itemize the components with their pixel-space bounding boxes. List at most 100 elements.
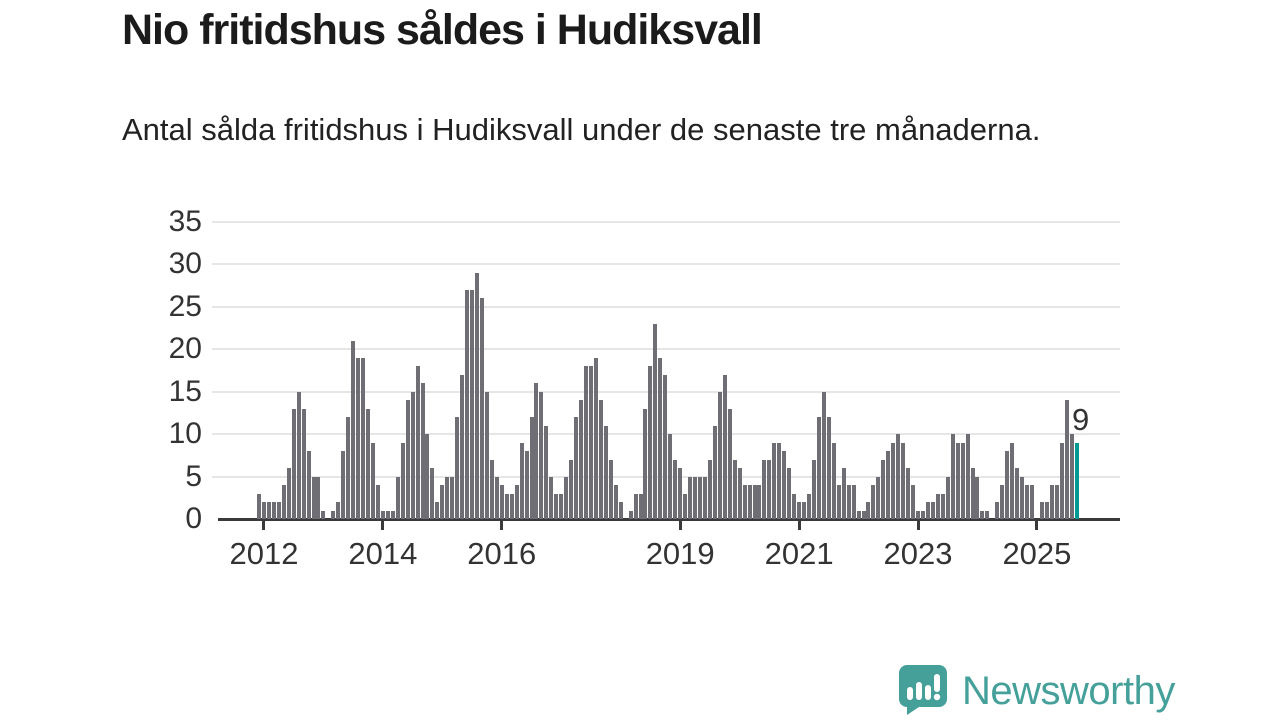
y-tick-label: 20: [168, 332, 202, 366]
bar: [370, 442, 375, 519]
x-tick-label: 2023: [883, 536, 953, 571]
bar: [539, 391, 544, 519]
bar: [856, 510, 861, 519]
bar: [772, 442, 777, 519]
bar: [410, 391, 415, 519]
bar: [777, 442, 782, 519]
x-tick-mark: [916, 521, 920, 530]
bar: [920, 510, 925, 519]
bar: [930, 502, 935, 519]
bar: [405, 400, 410, 519]
bar: [311, 476, 316, 519]
bar: [499, 485, 504, 519]
bar: [420, 383, 425, 519]
gridline: [212, 305, 1120, 308]
bar: [618, 502, 623, 519]
bar: [598, 400, 603, 519]
bar: [787, 468, 792, 519]
bar: [970, 468, 975, 519]
bar: [1069, 434, 1074, 519]
newsworthy-logo: Newsworthy: [896, 663, 1175, 720]
bar: [757, 485, 762, 519]
bar: [390, 510, 395, 519]
bar: [1059, 442, 1064, 519]
bar: [707, 459, 712, 519]
bar: [653, 323, 658, 519]
bar: [886, 451, 891, 519]
bar: [807, 493, 811, 519]
bar: [554, 493, 559, 519]
bar: [717, 391, 722, 519]
bar: [579, 400, 584, 519]
value-annotation: 9: [1071, 402, 1090, 437]
bar: [816, 417, 821, 519]
y-tick-label: 0: [185, 502, 202, 535]
bar: [529, 417, 534, 519]
y-tick-label: 15: [168, 374, 202, 408]
bar: [916, 510, 920, 519]
x-tick-label: 2014: [348, 536, 418, 571]
bar: [301, 408, 306, 519]
bar: [489, 459, 494, 519]
bar: [935, 493, 940, 519]
bar: [559, 493, 564, 519]
bar: [876, 476, 881, 519]
bar: [455, 417, 460, 519]
bar: [306, 451, 311, 519]
bar: [336, 502, 341, 519]
bar: [866, 502, 871, 519]
bar: [950, 434, 955, 519]
bar: [1010, 442, 1015, 519]
bar: [380, 510, 385, 519]
x-tick-label: 2012: [229, 536, 299, 571]
bar: [995, 502, 1000, 519]
bar: [752, 485, 757, 519]
bar: [861, 510, 866, 519]
bar: [1054, 485, 1059, 519]
bar: [504, 493, 509, 519]
bar: [658, 357, 663, 519]
chart-subtitle: Antal sålda fritidshus i Hudiksvall unde…: [122, 112, 1041, 147]
bar: [593, 357, 598, 519]
bar: [266, 502, 271, 519]
bar: [643, 408, 648, 519]
highlighted-bar: [1074, 442, 1079, 519]
bar: [534, 383, 539, 519]
bar: [1039, 502, 1044, 519]
bar: [737, 468, 742, 519]
bar: [722, 374, 727, 519]
bar: [296, 391, 301, 519]
y-tick-label: 10: [168, 417, 202, 451]
bar: [821, 391, 826, 519]
bar: [286, 468, 291, 519]
bar: [574, 417, 579, 519]
x-tick-label: 2016: [467, 536, 537, 571]
bar: [1015, 468, 1020, 519]
bar: [484, 391, 489, 519]
bar: [797, 502, 802, 519]
bar: [588, 366, 593, 519]
bar: [633, 493, 638, 519]
bar: [831, 442, 836, 519]
y-tick-label: 5: [185, 459, 202, 493]
bar: [663, 374, 668, 519]
bar: [836, 485, 841, 519]
bar: [435, 502, 440, 519]
bar: [732, 459, 737, 519]
bar: [1025, 485, 1030, 519]
bar: [281, 485, 286, 519]
bar: [440, 485, 445, 519]
bar: [1049, 485, 1054, 519]
bar: [509, 493, 514, 519]
bar: [693, 476, 698, 519]
bar: [415, 366, 420, 519]
newsworthy-logo-icon: [896, 663, 948, 720]
bar: [460, 374, 465, 519]
y-tick-label: 35: [168, 205, 202, 238]
bar: [940, 493, 945, 519]
bar: [811, 459, 816, 519]
y-axis-labels: 0 5 10 15 20 25 30 35: [130, 205, 202, 535]
bar: [1064, 400, 1069, 519]
bar: [385, 510, 390, 519]
bar: [1044, 502, 1049, 519]
